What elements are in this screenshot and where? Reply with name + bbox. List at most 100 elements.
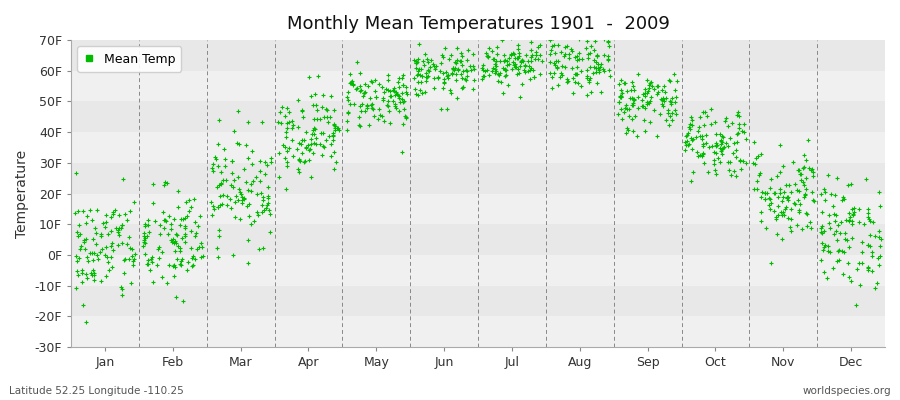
Point (781, 197, 796, 204)
Point (663, 101, 678, 108)
Point (138, 223, 152, 230)
Point (75, 267, 89, 273)
Point (224, 205, 238, 212)
Point (784, 228, 798, 234)
Point (524, 46, 538, 53)
Point (226, 252, 240, 258)
Point (698, 108, 712, 115)
Point (654, 96, 669, 103)
Point (438, 45, 453, 52)
Point (732, 120, 746, 127)
Point (227, 176, 241, 183)
Point (728, 173, 742, 179)
Point (327, 122, 341, 128)
Point (685, 116, 699, 123)
Point (306, 140, 320, 146)
Point (137, 230, 151, 236)
Point (310, 106, 324, 113)
Point (140, 233, 154, 239)
Point (416, 58, 430, 64)
Point (166, 263, 180, 269)
Point (845, 235, 859, 242)
Point (94, 277, 109, 284)
Point (372, 81, 386, 87)
Point (261, 199, 275, 206)
Point (295, 137, 310, 144)
Point (356, 90, 371, 96)
Point (354, 108, 368, 115)
Point (647, 86, 662, 92)
Point (558, 51, 572, 57)
Point (191, 222, 205, 229)
Point (460, 72, 474, 79)
Point (122, 234, 136, 240)
Point (644, 80, 658, 86)
Point (322, 114, 337, 120)
Point (680, 142, 695, 148)
Point (601, 52, 616, 59)
Point (212, 117, 227, 123)
Point (158, 218, 173, 224)
Point (466, 77, 481, 83)
Point (410, 58, 424, 65)
Point (709, 150, 724, 156)
Point (377, 117, 392, 124)
Point (158, 179, 173, 185)
Point (292, 140, 306, 147)
Bar (71, 255, 885, 286)
Point (779, 195, 794, 202)
Point (137, 233, 151, 239)
Point (261, 184, 275, 191)
Point (474, 76, 489, 82)
Point (139, 240, 153, 246)
Point (254, 189, 268, 196)
Point (78, 220, 93, 226)
Point (614, 92, 628, 99)
Point (799, 175, 814, 181)
Point (683, 125, 698, 132)
Point (873, 253, 887, 260)
Point (212, 226, 226, 233)
Point (818, 197, 832, 204)
Point (498, 57, 512, 64)
Point (620, 124, 634, 131)
Point (836, 248, 850, 255)
Text: Latitude 52.25 Longitude -110.25: Latitude 52.25 Longitude -110.25 (9, 386, 184, 396)
Point (726, 150, 741, 156)
Point (746, 139, 760, 145)
Point (228, 199, 242, 206)
Point (260, 202, 274, 208)
Point (843, 214, 858, 220)
Point (224, 170, 238, 176)
Point (731, 130, 745, 136)
Point (184, 245, 198, 252)
Point (341, 97, 356, 104)
Point (455, 52, 470, 59)
Point (377, 89, 392, 96)
Point (535, 58, 549, 64)
Point (177, 233, 192, 240)
Point (399, 89, 413, 95)
Point (824, 191, 838, 197)
Point (304, 141, 319, 147)
Point (479, 50, 493, 56)
Point (217, 146, 231, 152)
Point (436, 54, 450, 60)
Point (231, 174, 246, 181)
Point (374, 113, 389, 120)
Point (409, 58, 423, 64)
Point (716, 133, 731, 140)
Point (441, 72, 455, 78)
Point (512, 53, 526, 59)
Point (409, 60, 423, 66)
Point (157, 217, 171, 223)
Point (528, 56, 543, 63)
Point (692, 133, 706, 139)
Legend: Mean Temp: Mean Temp (77, 46, 181, 72)
Point (349, 84, 364, 91)
Point (353, 70, 367, 76)
Point (376, 95, 391, 102)
Point (262, 206, 276, 213)
Point (544, 85, 559, 91)
Point (397, 98, 411, 104)
